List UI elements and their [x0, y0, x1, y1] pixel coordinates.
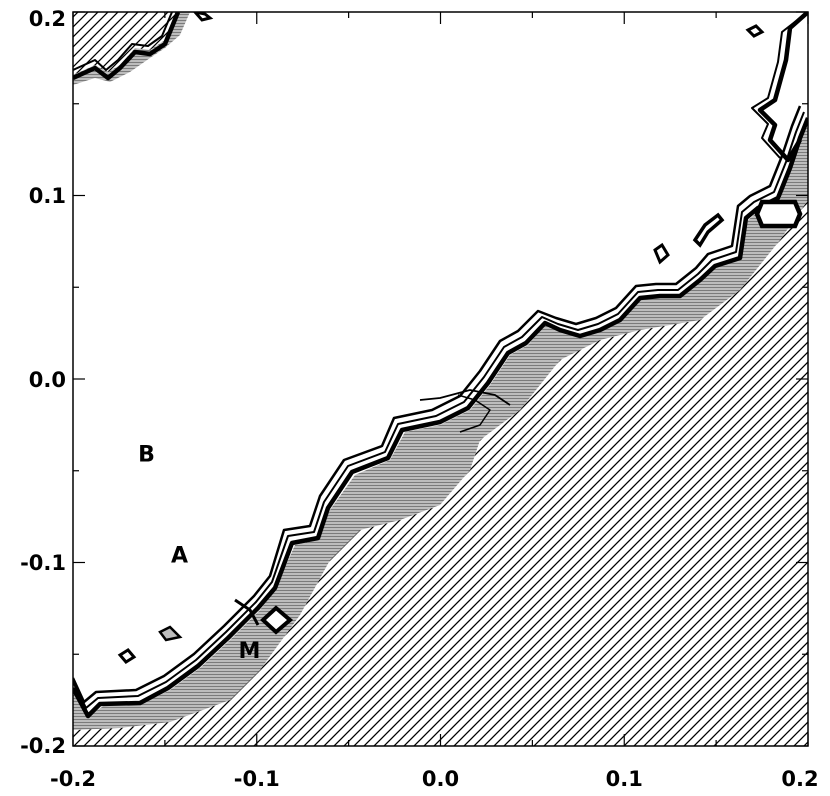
axis-ticks: [72, 11, 809, 747]
x-tick-label: 0.0: [422, 767, 459, 791]
contour-islands: [117, 12, 803, 664]
y-axis-tick-labels: -0.2 -0.1 0.0 0.1 0.2: [20, 7, 66, 758]
gray-band: [73, 120, 808, 730]
x-tick-label: 0.1: [606, 767, 643, 791]
y-tick-label: -0.1: [20, 551, 66, 575]
region-annotations: B A M: [138, 443, 260, 664]
gray-band-upper-left: [73, 12, 190, 85]
hatched-region-lower: [73, 200, 808, 746]
region-label-m: M: [238, 639, 260, 664]
y-tick-label: 0.2: [29, 7, 66, 31]
x-axis-tick-labels: -0.2 -0.1 0.0 0.1 0.2: [50, 767, 819, 791]
y-tick-label: 0.0: [29, 368, 66, 392]
y-tick-label: 0.1: [29, 184, 66, 208]
hatched-region-upper-left: [73, 12, 180, 75]
y-tick-label: -0.2: [20, 734, 66, 758]
x-tick-label: -0.2: [50, 767, 96, 791]
x-tick-label: -0.1: [234, 767, 280, 791]
region-label-b: B: [138, 443, 155, 468]
region-label-a: A: [171, 544, 188, 569]
contour-lines-main: [73, 12, 808, 719]
x-tick-label: 0.2: [781, 767, 818, 791]
